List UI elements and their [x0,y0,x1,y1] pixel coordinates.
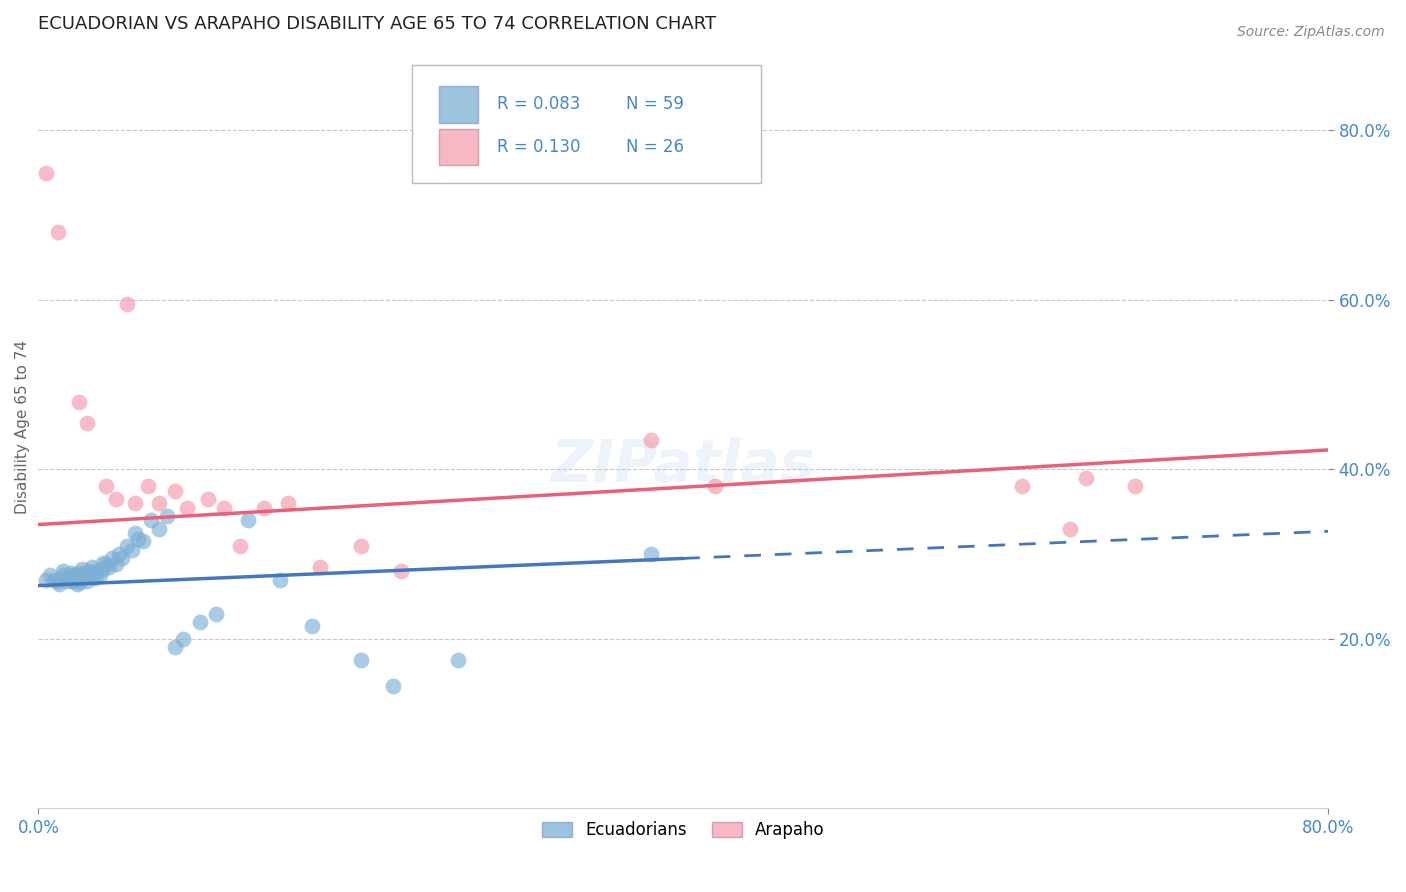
FancyBboxPatch shape [412,65,761,183]
Point [60,574,83,589]
Point [89,567,111,582]
Point [229,539,252,553]
Point [76,416,98,430]
Point [91,561,114,575]
Point [382,679,405,693]
Point [1011,479,1033,493]
Point [204,607,226,621]
Point [94,479,117,493]
Text: N = 26: N = 26 [627,138,685,156]
Point [132,534,155,549]
Point [156,509,179,524]
Point [127,532,149,546]
Point [48,577,70,591]
Point [188,615,211,629]
Point [1123,479,1146,493]
Point [704,479,727,493]
Point [56,574,79,589]
Point [101,551,124,566]
Point [277,496,299,510]
Point [62,567,84,582]
Point [108,547,131,561]
Point [269,573,291,587]
Point [98,560,121,574]
Point [446,653,468,667]
Point [350,539,373,553]
Point [62,571,84,585]
Point [46,574,69,589]
Text: R = 0.083: R = 0.083 [498,95,581,113]
Point [62,574,84,589]
Point [115,297,138,311]
Point [65,569,87,583]
Point [51,568,73,582]
Point [148,496,170,510]
Y-axis label: Disability Age 65 to 74: Disability Age 65 to 74 [15,340,30,514]
Point [640,433,662,447]
Point [72,568,94,582]
Point [172,632,194,646]
Point [67,394,90,409]
Point [165,483,187,498]
Point [136,479,159,493]
Point [82,566,104,580]
Text: N = 59: N = 59 [627,95,685,113]
Point [121,543,143,558]
Point [35,166,58,180]
Point [86,564,108,578]
Point [91,556,114,570]
Point [212,500,235,515]
Text: Source: ZipAtlas.com: Source: ZipAtlas.com [1237,25,1385,39]
Point [104,492,127,507]
Text: ECUADORIAN VS ARAPAHO DISABILITY AGE 65 TO 74 CORRELATION CHART: ECUADORIAN VS ARAPAHO DISABILITY AGE 65 … [38,15,717,33]
Point [111,551,134,566]
Point [77,564,100,578]
FancyBboxPatch shape [440,87,478,123]
Text: R = 0.130: R = 0.130 [498,138,581,156]
Point [59,566,82,580]
Point [350,653,373,667]
Point [124,496,146,510]
Point [104,558,127,572]
FancyBboxPatch shape [440,128,478,165]
Point [70,562,93,576]
Point [76,569,98,583]
Point [124,526,146,541]
Point [46,225,69,239]
Point [59,571,82,585]
Point [35,573,58,587]
Point [165,640,187,655]
Point [389,564,412,578]
Point [44,573,66,587]
Point [141,513,163,527]
Point [80,560,103,574]
Point [253,500,276,515]
Point [67,571,90,585]
Point [94,558,117,572]
Text: ZIPatlas: ZIPatlas [551,437,815,493]
Point [148,522,170,536]
Point [83,571,105,585]
Point [115,539,138,553]
Point [69,575,91,590]
Point [301,619,323,633]
Point [1059,522,1081,536]
Point [309,560,332,574]
Point [38,568,60,582]
Point [176,500,198,515]
Point [65,573,87,587]
Point [51,564,73,578]
Point [53,571,76,585]
Point [197,492,219,507]
Point [640,547,662,561]
Point [76,574,98,589]
Point [1076,471,1098,485]
Point [66,577,89,591]
Point [236,513,259,527]
Point [67,566,90,580]
Point [79,567,101,582]
Legend: Ecuadorians, Arapaho: Ecuadorians, Arapaho [536,814,831,846]
